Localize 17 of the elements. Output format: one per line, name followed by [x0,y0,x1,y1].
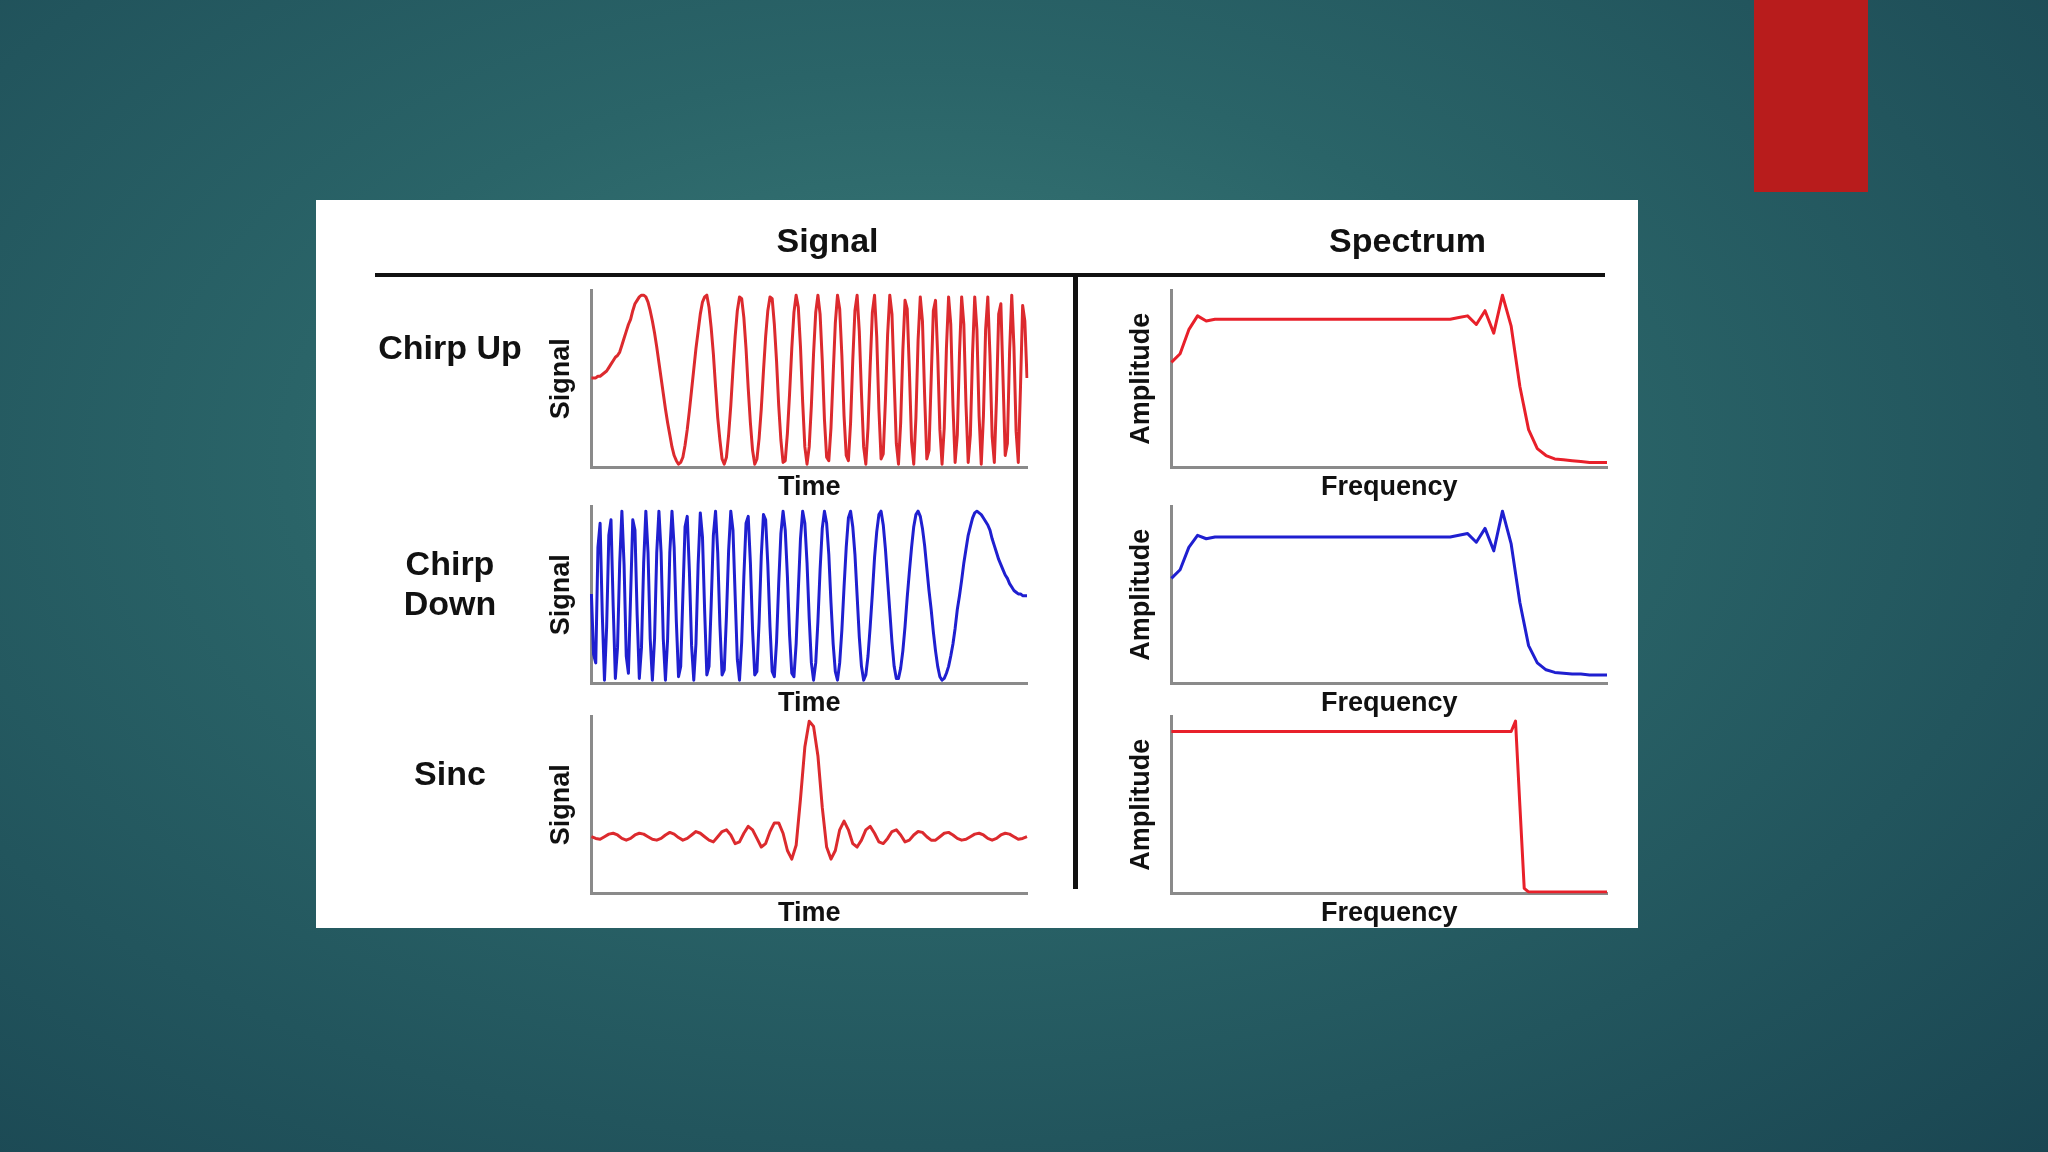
x-axis-title: Frequency [1320,471,1458,502]
text: Chirp Up [377,327,523,367]
y-axis-title: Amplitude [1124,738,1155,871]
text: Sinc [413,753,487,793]
text: Chirp Down [402,543,498,623]
x-axis-title: Time [777,471,841,502]
y-axis-title: Signal [544,764,575,846]
y-axis-title: Signal [544,554,575,636]
x-axis-title: Frequency [1320,687,1458,718]
y-axis-title: Amplitude [1124,312,1155,445]
x-axis-title: Time [777,897,841,928]
x-axis-title: Frequency [1320,897,1458,928]
chart-title: Spectrum [1328,221,1487,260]
chart-title: Signal [775,221,880,260]
x-axis-title: Time [777,687,841,718]
y-axis-title: Amplitude [1124,528,1155,661]
y-axis-title: Signal [544,338,575,420]
